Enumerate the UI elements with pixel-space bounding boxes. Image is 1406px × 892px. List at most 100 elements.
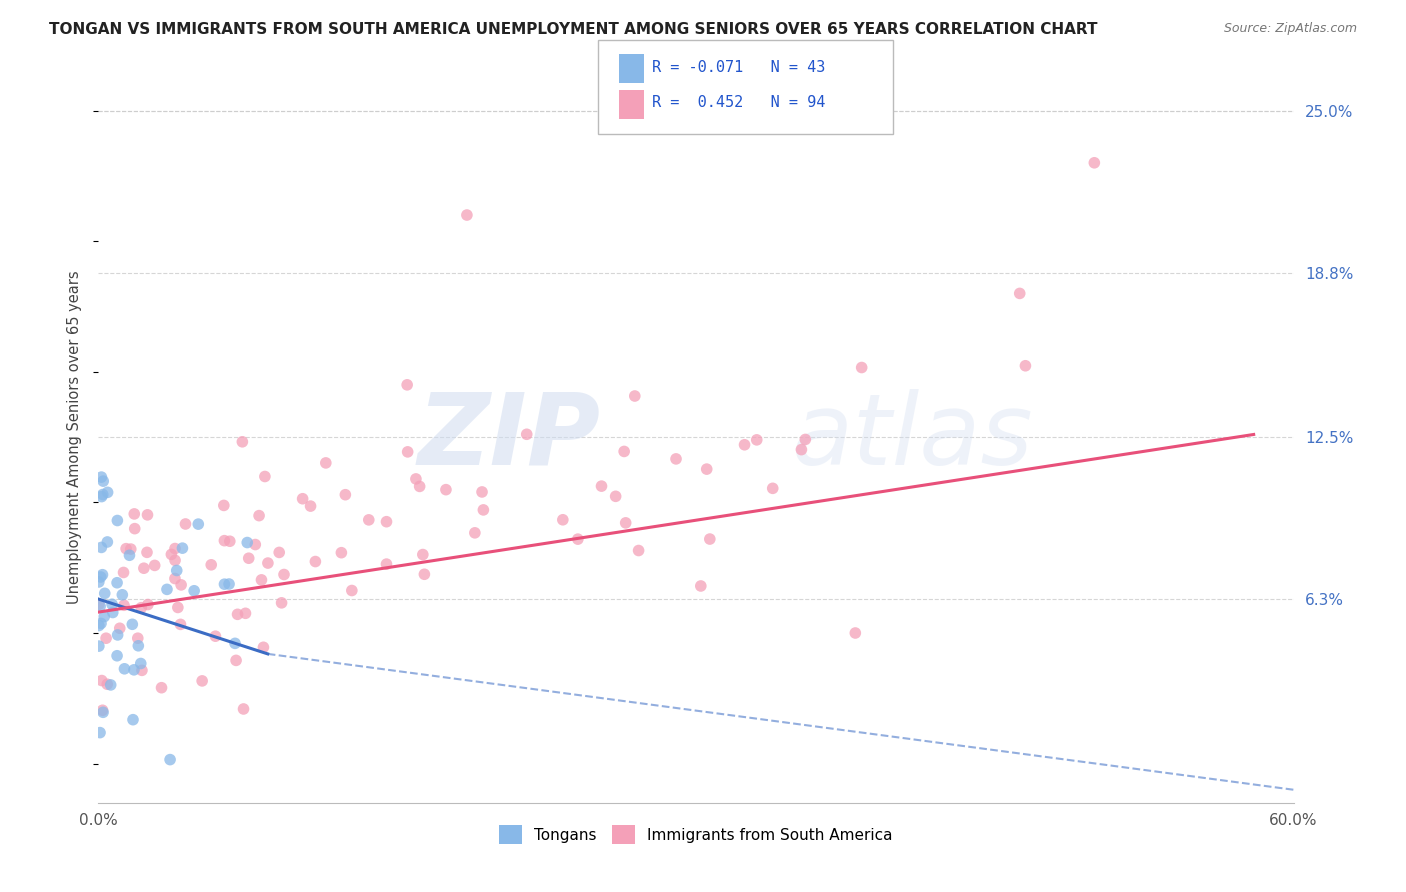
Point: [1008, 286, 1031, 301]
Point: [122, 713, 145, 727]
Point: [614, 516, 637, 530]
Point: [90, 673, 112, 688]
Point: [375, 515, 398, 529]
Point: [105, 514, 128, 528]
Point: [330, 546, 353, 560]
Point: [120, 542, 142, 557]
Point: [90, 616, 112, 631]
Point: [159, 753, 181, 767]
Point: [97, 485, 120, 500]
Point: [90, 470, 112, 484]
Point: [131, 664, 153, 678]
Point: [605, 489, 627, 503]
Point: [111, 588, 134, 602]
Point: [396, 445, 419, 459]
Point: [591, 479, 613, 493]
Point: [627, 543, 650, 558]
Point: [93, 586, 115, 600]
Point: [456, 208, 478, 222]
Point: [124, 522, 146, 536]
Point: [112, 599, 135, 613]
Point: [224, 636, 246, 650]
Point: [1083, 155, 1105, 169]
Point: [232, 702, 254, 716]
Point: [375, 557, 398, 571]
Legend: Tongans, Immigrants from South America: Tongans, Immigrants from South America: [494, 819, 898, 850]
Point: [291, 491, 314, 506]
Point: [252, 640, 274, 655]
Point: [156, 582, 179, 597]
Point: [105, 575, 128, 590]
Text: R = -0.071   N = 43: R = -0.071 N = 43: [652, 61, 825, 75]
Point: [238, 551, 260, 566]
Point: [172, 541, 194, 556]
Point: [269, 545, 291, 559]
Point: [90, 570, 112, 584]
Point: [96, 677, 118, 691]
Point: [127, 631, 149, 645]
Text: R =  0.452   N = 94: R = 0.452 N = 94: [652, 95, 825, 110]
Point: [567, 532, 589, 546]
Point: [696, 462, 718, 476]
Point: [90, 541, 112, 555]
Point: [90, 490, 112, 504]
Point: [231, 434, 253, 449]
Point: [101, 597, 124, 611]
Point: [105, 648, 128, 663]
Point: [166, 600, 188, 615]
Point: [122, 663, 145, 677]
Point: [472, 503, 495, 517]
Text: Source: ZipAtlas.com: Source: ZipAtlas.com: [1223, 22, 1357, 36]
Point: [150, 681, 173, 695]
Point: [89, 599, 111, 614]
Point: [114, 662, 136, 676]
Point: [129, 657, 152, 671]
Point: [87, 618, 110, 632]
Point: [122, 507, 145, 521]
Point: [464, 525, 486, 540]
Point: [225, 653, 247, 667]
Point: [91, 703, 114, 717]
Point: [689, 579, 711, 593]
Point: [187, 517, 209, 532]
Point: [107, 628, 129, 642]
Point: [734, 438, 756, 452]
Point: [357, 513, 380, 527]
Point: [335, 488, 357, 502]
Point: [699, 532, 721, 546]
Point: [218, 577, 240, 591]
Point: [405, 472, 427, 486]
Point: [200, 558, 222, 572]
Point: [226, 607, 249, 622]
Point: [623, 389, 645, 403]
Point: [100, 678, 122, 692]
Point: [340, 583, 363, 598]
Point: [253, 469, 276, 483]
Point: [91, 487, 114, 501]
Point: [170, 578, 193, 592]
Point: [315, 456, 337, 470]
Point: [408, 479, 430, 493]
Point: [851, 360, 873, 375]
Point: [166, 564, 188, 578]
Point: [91, 706, 114, 720]
Point: [212, 499, 235, 513]
Point: [790, 442, 813, 457]
Point: [304, 555, 326, 569]
Point: [91, 474, 114, 488]
Point: [396, 377, 419, 392]
Point: [214, 533, 236, 548]
Point: [270, 596, 292, 610]
Point: [165, 553, 187, 567]
Point: [218, 534, 240, 549]
Point: [413, 567, 436, 582]
Point: [112, 566, 135, 580]
Point: [273, 567, 295, 582]
Point: [471, 485, 494, 500]
Point: [87, 574, 110, 589]
Point: [762, 481, 785, 495]
Point: [118, 548, 141, 562]
Point: [1014, 359, 1036, 373]
Point: [93, 609, 115, 624]
Point: [136, 598, 159, 612]
